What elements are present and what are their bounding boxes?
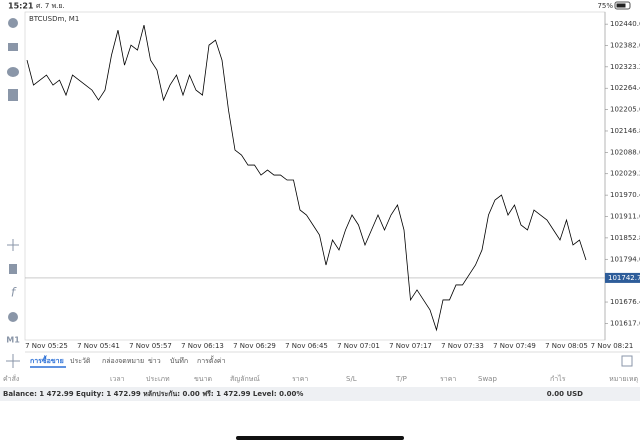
x-tick-label: 7 Nov 07:17 <box>389 342 432 350</box>
status-date: ศ. 7 พ.ย. <box>36 2 65 10</box>
y-tick-label: 101617.60 <box>610 319 640 327</box>
chart-type-icon[interactable] <box>9 264 17 274</box>
chat-icon[interactable] <box>7 67 19 77</box>
y-tick-label: 102088.00 <box>610 148 640 156</box>
tab[interactable]: การซื้อขาย <box>30 354 64 365</box>
layout-icon[interactable] <box>621 355 633 367</box>
status-battery: 75% <box>597 2 613 10</box>
y-tick-label: 101794.00 <box>610 255 640 263</box>
table-header[interactable]: หมายเหตุ <box>609 375 638 383</box>
tab[interactable]: บันทึก <box>170 356 188 365</box>
table-header[interactable]: เวลา <box>110 375 125 383</box>
x-tick-label: 7 Nov 06:13 <box>181 342 224 350</box>
add-icon[interactable] <box>8 89 18 101</box>
table-header[interactable]: ราคา <box>292 375 308 383</box>
y-tick-label: 102029.20 <box>610 170 640 178</box>
left-toolbar: f M1 <box>6 18 633 368</box>
y-tick-label: 102205.60 <box>610 106 640 114</box>
battery-icon <box>614 1 631 10</box>
balance-bar <box>0 387 640 401</box>
table-header[interactable]: Swap <box>478 375 497 383</box>
add-button[interactable] <box>6 354 20 368</box>
home-indicator <box>236 436 404 440</box>
x-tick-label: 7 Nov 06:29 <box>233 342 276 350</box>
current-price-box <box>605 272 640 283</box>
table-header[interactable]: สัญลักษณ์ <box>230 375 260 383</box>
x-tick-label: 7 Nov 05:57 <box>129 342 172 350</box>
tab[interactable]: ข่าว <box>148 357 161 365</box>
tab[interactable]: การตั้งค่า <box>197 354 226 365</box>
table-header[interactable]: T/P <box>395 375 407 383</box>
x-tick-label: 7 Nov 05:41 <box>77 342 120 350</box>
account-icon[interactable] <box>8 18 18 28</box>
x-tick-label: 7 Nov 05:25 <box>25 342 68 350</box>
x-tick-label: 7 Nov 08:05 <box>545 342 588 350</box>
table-header[interactable]: ราคา <box>440 375 456 383</box>
x-tick-label: 7 Nov 07:49 <box>493 342 536 350</box>
trade-icon[interactable] <box>8 43 18 51</box>
tab[interactable]: ประวัติ <box>70 357 91 365</box>
chart-frame <box>24 11 606 341</box>
y-tick-label: 102382.00 <box>610 41 640 49</box>
y-tick-label: 101852.80 <box>610 234 640 242</box>
y-tick-label: 102146.80 <box>610 127 640 135</box>
indicator-icon[interactable]: f <box>11 286 17 300</box>
battery-level <box>616 3 626 8</box>
x-tick-label: 7 Nov 07:01 <box>337 342 380 350</box>
y-tick-label: 101970.40 <box>610 191 640 199</box>
chart-title: BTCUSDm, M1 <box>29 15 79 23</box>
table-header[interactable]: ขนาด <box>194 375 212 383</box>
y-tick-label: 101911.60 <box>610 213 640 221</box>
tab[interactable]: กล่องจดหมาย <box>102 357 144 365</box>
current-price-label: 101742.73 <box>608 274 640 282</box>
y-tick-label: 102323.20 <box>610 63 640 71</box>
table-header[interactable]: กำไร <box>550 374 566 383</box>
x-tick-label: 7 Nov 07:33 <box>441 342 484 350</box>
balance: Balance: 1 472.99 Equity: 1 472.99 หลักป… <box>3 390 303 398</box>
y-tick-label: 102440.60 <box>610 20 640 28</box>
timeframe[interactable]: M1 <box>6 336 20 345</box>
table-header[interactable]: คำสั่ง <box>3 374 19 383</box>
table-header[interactable]: S/L <box>346 375 357 383</box>
table-header[interactable]: ประเภท <box>146 375 170 383</box>
x-tick-label: 7 Nov 06:45 <box>285 342 328 350</box>
objects-icon[interactable] <box>8 312 18 322</box>
y-tick-label: 101676.40 <box>610 298 640 306</box>
profit: 0.00 USD <box>547 390 583 398</box>
price-line <box>26 25 587 332</box>
x-tick-label: 7 Nov 08:21 <box>591 342 634 350</box>
status-time: 15:21 <box>8 2 34 11</box>
crosshair-icon[interactable] <box>7 239 19 251</box>
y-tick-label: 102264.40 <box>610 84 640 92</box>
